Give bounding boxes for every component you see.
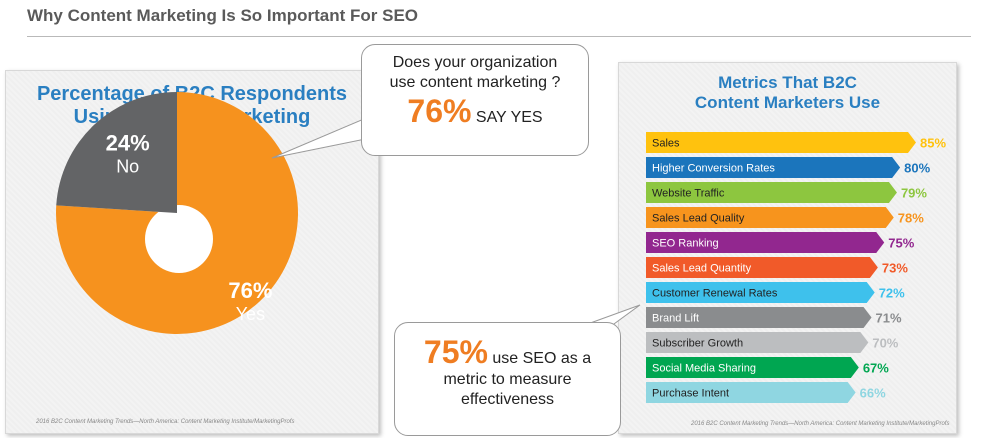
bar-chart: Sales 85% Higher Conversion Rates 80% Websit…	[646, 132, 946, 403]
bar-category-label: Website Traffic	[652, 188, 725, 200]
bar-value-label: 80%	[904, 161, 930, 176]
bar-chart-title: Metrics That B2C Content Marketers Use	[619, 73, 956, 112]
bar-category-label: Customer Renewal Rates	[652, 288, 778, 300]
pie-chart: 76%Yes 24%No	[56, 92, 299, 334]
bar-purchase-intent	[646, 382, 856, 403]
pie-category-label-yes: Yes	[236, 304, 265, 324]
bar-category-label: Sales	[652, 138, 680, 150]
bar-title-line-1: Metrics That B2C	[718, 73, 857, 92]
bar-value-label: 66%	[860, 386, 886, 401]
bar-category-label: Subscriber Growth	[652, 338, 743, 350]
bar-value-label: 71%	[876, 311, 902, 326]
pie-chart-credit: 2016 B2C Content Marketing Trends—North …	[36, 419, 295, 425]
bar-value-label: 72%	[879, 286, 905, 301]
bar-value-label: 75%	[888, 236, 914, 251]
bar-value-label: 70%	[872, 336, 898, 351]
callout-question-line-2: use content marketing ?	[389, 74, 561, 91]
bottom-callout-bubble: 75% use SEO as a metric to measure effec…	[394, 322, 621, 436]
callout-question-line-1: Does your organization	[392, 54, 558, 71]
bar-value-label: 85%	[920, 136, 946, 151]
title-divider	[27, 36, 971, 37]
bar-value-label: 78%	[898, 211, 924, 226]
callout-seo-line-2: metric to measure	[443, 371, 572, 389]
page-title: Why Content Marketing Is So Important Fo…	[27, 6, 419, 25]
bar-sales-lead-quantity	[646, 257, 878, 278]
pie-value-label-no: 24%	[106, 131, 150, 156]
bar-sales	[646, 132, 916, 153]
callout-seo-value: 75%	[423, 334, 488, 370]
callout-seo-line-1: use SEO as a	[492, 350, 592, 367]
bar-category-label: Higher Conversion Rates	[652, 163, 775, 175]
bar-category-label: Brand Lift	[652, 313, 699, 325]
bar-category-label: Sales Lead Quality	[652, 213, 745, 225]
bar-customer-renewal-rates	[646, 282, 875, 303]
bar-higher-conversion-rates	[646, 157, 901, 178]
pie-slice-no	[56, 92, 177, 213]
bar-brand-lift	[646, 307, 872, 328]
callout-say-yes: SAY YES	[475, 109, 543, 126]
bar-value-label: 79%	[901, 186, 927, 201]
callout-yes-value: 76%	[407, 93, 472, 129]
pie-category-label-no: No	[116, 157, 139, 177]
top-callout-bubble: Does your organization use content marke…	[361, 44, 589, 156]
bar-sales-lead-quality	[646, 207, 894, 228]
bar-chart-credit: 2016 B2C Content Marketing Trends—North …	[691, 421, 950, 427]
bar-subscriber-growth	[646, 332, 869, 353]
bar-title-line-2: Content Marketers Use	[694, 92, 881, 112]
bar-category-label: Purchase Intent	[652, 388, 729, 400]
bar-category-label: SEO Ranking	[652, 238, 719, 250]
bar-value-label: 73%	[882, 261, 908, 276]
bar-seo-ranking	[646, 232, 885, 253]
pie-center-hole	[145, 205, 213, 273]
bar-website-traffic	[646, 182, 897, 203]
callout-seo-line-3: effectiveness	[460, 391, 555, 409]
pie-value-label-yes: 76%	[228, 278, 272, 303]
bar-category-label: Sales Lead Quantity	[652, 263, 752, 275]
bar-social-media-sharing	[646, 357, 859, 378]
bar-value-label: 67%	[863, 361, 889, 376]
bar-category-label: Social Media Sharing	[652, 363, 756, 375]
